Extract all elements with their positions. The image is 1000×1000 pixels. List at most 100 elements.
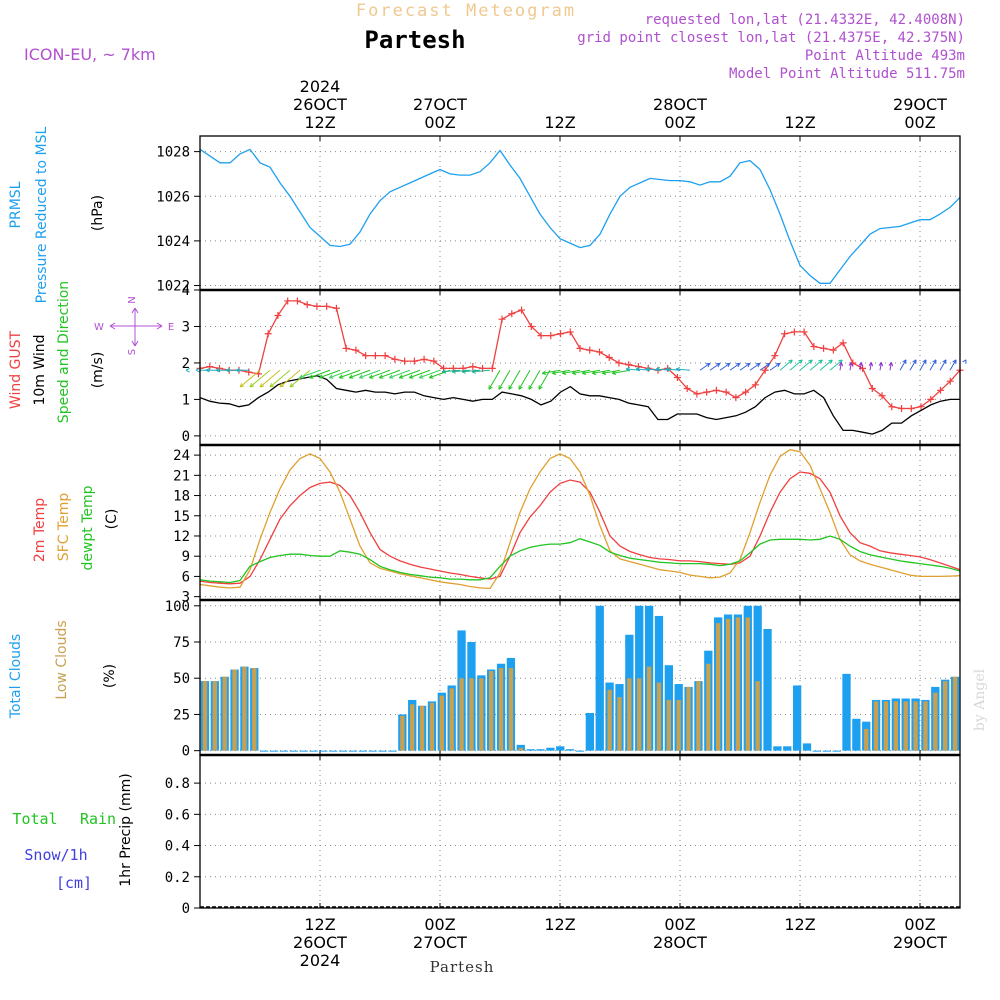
wind-arrow-head bbox=[888, 362, 894, 367]
wind-arrow bbox=[259, 369, 281, 388]
y-tick-label: 75 bbox=[173, 635, 190, 651]
wind-arrow-head bbox=[488, 385, 493, 390]
gust-marker bbox=[781, 330, 789, 338]
gust-marker bbox=[761, 366, 769, 374]
wind-arrow bbox=[769, 362, 781, 371]
wind-arrow bbox=[859, 362, 862, 371]
gust-marker bbox=[605, 353, 613, 361]
time-label-bottom: 2024 bbox=[300, 951, 341, 970]
wind-arrow-head bbox=[745, 362, 751, 368]
total-cloud-bar bbox=[832, 750, 841, 752]
compass-w: W bbox=[94, 322, 104, 333]
wind-arrow bbox=[849, 362, 852, 371]
wind-arrow-head bbox=[289, 383, 295, 388]
gust-marker bbox=[937, 386, 945, 394]
total-cloud-bar bbox=[299, 750, 308, 752]
wind-arrow bbox=[389, 369, 411, 379]
low-cloud-bar bbox=[864, 728, 869, 751]
low-cloud-bar bbox=[646, 666, 652, 751]
y-tick-label: 1 bbox=[182, 392, 190, 408]
time-label-bottom: 29OCT bbox=[893, 933, 947, 952]
total-cloud-bar bbox=[635, 605, 644, 751]
gust-marker bbox=[557, 330, 565, 338]
cloud-unit-label: (%) bbox=[102, 664, 118, 688]
total-cloud-bar bbox=[585, 712, 595, 751]
total-cloud-bar bbox=[565, 749, 575, 751]
gust-marker bbox=[547, 332, 555, 340]
wind-arrow-head bbox=[755, 362, 761, 368]
wind-arrow bbox=[799, 359, 813, 371]
total-cloud-bar bbox=[260, 750, 269, 752]
panel-frame bbox=[199, 135, 961, 291]
wind-arrow-head bbox=[868, 362, 874, 367]
y-tick-label: 9 bbox=[182, 549, 190, 565]
side-labels: PRMSL Pressure Reduced to MSL (hPa) Wind GU… bbox=[8, 126, 174, 892]
wind-arrow-head bbox=[528, 385, 533, 390]
wind-arrow-head bbox=[378, 374, 384, 379]
gust-marker bbox=[342, 344, 350, 352]
compass-e: E bbox=[168, 322, 174, 333]
gust-marker bbox=[839, 339, 847, 347]
gust-marker bbox=[927, 395, 935, 403]
wind-arrow-head bbox=[828, 359, 833, 364]
wind-arrow-head bbox=[215, 367, 220, 373]
low-cloud-bar bbox=[508, 668, 514, 751]
low-cloud-bar bbox=[637, 678, 642, 751]
low-cloud-bar bbox=[439, 695, 444, 751]
snow-label: Snow/1h bbox=[24, 846, 87, 864]
low-cloud-bar bbox=[252, 668, 257, 751]
gust-marker bbox=[488, 364, 496, 372]
time-label-top: 26OCT bbox=[293, 95, 347, 114]
total-cloud-bar bbox=[802, 743, 812, 751]
time-label-top: 00Z bbox=[904, 113, 935, 132]
y-tick-label: 24 bbox=[173, 448, 190, 464]
wind-arrow bbox=[572, 369, 591, 374]
time-label-bottom: 00Z bbox=[904, 915, 935, 934]
wind-arrow-head bbox=[259, 383, 265, 388]
wind-arrow bbox=[719, 362, 731, 371]
wind-arrow bbox=[249, 369, 271, 388]
gust-marker bbox=[829, 346, 837, 354]
gust-marker bbox=[576, 344, 584, 352]
gust-marker bbox=[537, 332, 545, 340]
total-cloud-bar bbox=[526, 749, 535, 751]
wind-arrow bbox=[729, 362, 741, 371]
wind-arrow-head bbox=[612, 370, 617, 375]
total-clouds-label: Total Clouds bbox=[8, 634, 24, 719]
compass-s: S bbox=[127, 349, 138, 355]
gust-marker bbox=[206, 363, 214, 371]
wind-arrow-head bbox=[765, 362, 771, 368]
wind-arrow bbox=[759, 362, 771, 371]
y-tick-label: 0.4 bbox=[165, 839, 190, 855]
y-tick-label: 50 bbox=[173, 671, 190, 687]
gust-marker bbox=[712, 386, 720, 394]
series-line-10m-wind bbox=[200, 375, 960, 435]
time-label-top: 2024 bbox=[300, 77, 341, 96]
location-title: Partesh bbox=[364, 26, 465, 54]
y-tick-label: 6 bbox=[182, 569, 190, 585]
low-cloud-bar bbox=[242, 666, 247, 751]
low-cloud-bar bbox=[755, 681, 760, 751]
precip-total-label: Total bbox=[12, 810, 57, 828]
wind-arrow-head bbox=[239, 383, 245, 388]
time-label-bottom: 00Z bbox=[664, 915, 695, 934]
y-tick-label: 1022 bbox=[156, 279, 190, 295]
wind-arrow-head bbox=[952, 359, 957, 364]
low-cloud-bar bbox=[400, 715, 405, 751]
wind-arrow-head bbox=[235, 367, 240, 373]
wind-arrow-head bbox=[655, 367, 660, 372]
total-cloud-bar bbox=[329, 750, 338, 752]
panel-4: 0 25 50 75 100 bbox=[165, 599, 961, 760]
wind-arrow-head bbox=[592, 370, 597, 375]
total-cloud-bar bbox=[289, 750, 298, 752]
wind-arrow-head bbox=[715, 362, 721, 368]
wind-arrow-head bbox=[735, 362, 741, 368]
wind-arrow bbox=[442, 369, 461, 373]
wind-arrow-head bbox=[902, 359, 907, 364]
wind-arrow bbox=[699, 362, 711, 371]
wind-arrow bbox=[779, 359, 793, 371]
total-cloud-bar bbox=[595, 605, 604, 751]
wind-arrow-head bbox=[418, 374, 424, 379]
